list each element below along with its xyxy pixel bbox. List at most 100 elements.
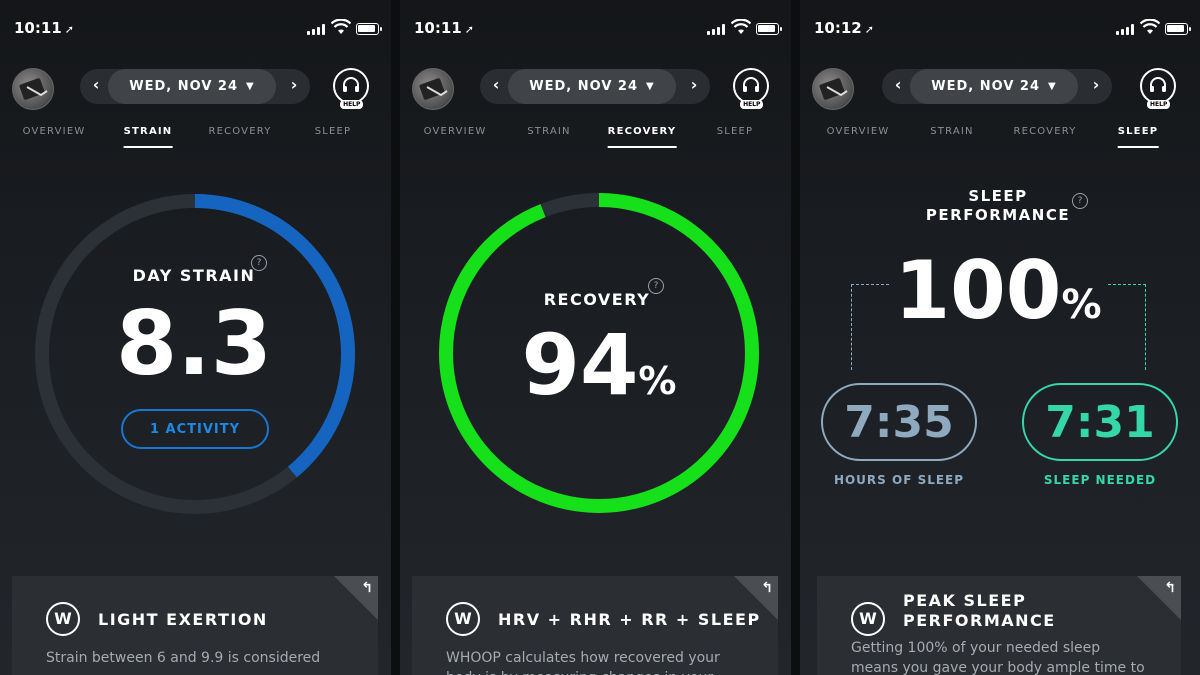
tab-strain[interactable]: STRAIN bbox=[527, 126, 571, 137]
whoop-logo-icon: W bbox=[851, 602, 885, 636]
card-text: WHOOP calculates how recovered your body… bbox=[446, 650, 720, 675]
headset-icon bbox=[343, 77, 360, 92]
tab-sleep[interactable]: SLEEP bbox=[314, 126, 352, 137]
tab-strain[interactable]: STRAIN bbox=[123, 126, 173, 148]
recovery-screen: 10:11 ➚ ‹ WED, NOV 24 ▼ › HELP OVERVIEW ST… bbox=[400, 0, 792, 675]
card-title: LIGHT EXERTION bbox=[98, 610, 268, 629]
expand-arrow-icon[interactable]: ↰ bbox=[1164, 580, 1176, 596]
card-corner bbox=[734, 576, 778, 620]
screen-divider bbox=[791, 0, 800, 675]
chevron-down-icon: ▼ bbox=[246, 81, 255, 92]
cellular-signal-icon bbox=[1116, 24, 1134, 35]
location-arrow-icon: ➚ bbox=[864, 23, 874, 36]
card-corner bbox=[1137, 576, 1181, 620]
title-line-2: PERFORMANCE bbox=[925, 206, 1071, 224]
headset-icon bbox=[743, 77, 760, 92]
next-day-button[interactable]: › bbox=[690, 75, 698, 94]
whoop-logo-icon: W bbox=[446, 602, 480, 636]
gauge-label: RECOVERY bbox=[543, 290, 651, 309]
recovery-value: 94% bbox=[521, 316, 677, 414]
hours-of-sleep-pill[interactable]: 7:35 bbox=[821, 383, 977, 461]
location-arrow-icon: ➚ bbox=[464, 23, 474, 36]
tab-sleep[interactable]: SLEEP bbox=[716, 126, 754, 137]
insight-card[interactable]: ↰ W HRV + RHR + RR + SLEEP WHOOP calcula… bbox=[412, 576, 778, 675]
status-time: 10:11 ➚ bbox=[414, 19, 474, 37]
title-line-1: SLEEP bbox=[968, 187, 1028, 205]
tab-strain[interactable]: STRAIN bbox=[930, 126, 974, 137]
date-picker-button[interactable]: WED, NOV 24 ▼ bbox=[508, 69, 676, 104]
status-time: 10:12 ➚ bbox=[814, 19, 874, 37]
date-picker-button[interactable]: WED, NOV 24 ▼ bbox=[910, 69, 1078, 104]
help-question-icon[interactable]: ? bbox=[648, 278, 664, 294]
connector-right bbox=[1108, 284, 1146, 370]
percent-sign: % bbox=[638, 359, 677, 403]
headset-icon bbox=[1150, 77, 1166, 92]
tab-recovery[interactable]: RECOVERY bbox=[607, 126, 677, 148]
sleep-needed-pill[interactable]: 7:31 bbox=[1022, 383, 1178, 461]
sleep-performance-value: 100% bbox=[894, 244, 1102, 337]
next-day-button[interactable]: › bbox=[1092, 75, 1100, 94]
insight-card[interactable]: ↰ W LIGHT EXERTION Strain between 6 and … bbox=[12, 576, 378, 675]
card-corner bbox=[334, 576, 378, 620]
help-question-icon[interactable]: ? bbox=[1072, 193, 1088, 209]
tab-overview[interactable]: OVERVIEW bbox=[826, 126, 890, 137]
battery-icon bbox=[1165, 23, 1191, 35]
profile-avatar[interactable] bbox=[412, 68, 454, 110]
hours-of-sleep-label: HOURS OF SLEEP bbox=[833, 473, 965, 487]
help-label: HELP bbox=[340, 100, 364, 109]
help-button[interactable]: HELP bbox=[1140, 68, 1176, 109]
help-label: HELP bbox=[1147, 100, 1171, 109]
card-title: HRV + RHR + RR + SLEEP bbox=[498, 610, 761, 629]
expand-arrow-icon[interactable]: ↰ bbox=[361, 580, 373, 596]
help-label: HELP bbox=[740, 100, 764, 109]
tab-sleep[interactable]: SLEEP bbox=[1117, 126, 1159, 148]
activity-button[interactable]: 1 ACTIVITY bbox=[121, 409, 269, 449]
tab-recovery[interactable]: RECOVERY bbox=[208, 126, 272, 137]
whoop-logo-icon: W bbox=[46, 602, 80, 636]
previous-day-button[interactable]: ‹ bbox=[92, 75, 100, 94]
expand-arrow-icon[interactable]: ↰ bbox=[761, 580, 773, 596]
chevron-down-icon: ▼ bbox=[646, 81, 655, 92]
help-button[interactable]: HELP bbox=[733, 68, 770, 109]
date-navigator: ‹ WED, NOV 24 ▼ › bbox=[882, 69, 1112, 104]
date-picker-button[interactable]: WED, NOV 24 ▼ bbox=[108, 69, 276, 104]
status-time: 10:11 ➚ bbox=[14, 19, 74, 37]
cellular-signal-icon bbox=[707, 24, 726, 35]
tab-bar: OVERVIEW STRAIN RECOVERY SLEEP bbox=[400, 126, 791, 152]
battery-icon bbox=[756, 23, 783, 35]
recovery-gauge-arc bbox=[439, 193, 759, 513]
next-day-button[interactable]: › bbox=[290, 75, 298, 94]
connector-left bbox=[851, 284, 889, 370]
card-title: PEAK SLEEP PERFORMANCE bbox=[903, 591, 1056, 631]
previous-day-button[interactable]: ‹ bbox=[492, 75, 500, 94]
profile-avatar[interactable] bbox=[812, 68, 854, 110]
tab-bar: OVERVIEW STRAIN RECOVERY SLEEP bbox=[0, 126, 391, 152]
strain-value: 8.3 bbox=[116, 292, 272, 395]
profile-avatar[interactable] bbox=[12, 68, 54, 110]
gauge-label: DAY STRAIN bbox=[132, 266, 256, 285]
screen-divider bbox=[391, 0, 400, 675]
sleep-screen: 10:12 ➚ ‹ WED, NOV 24 ▼ › HELP OVERVIEW ST… bbox=[800, 0, 1200, 675]
cellular-signal-icon bbox=[307, 24, 326, 35]
battery-icon bbox=[356, 23, 383, 35]
previous-day-button[interactable]: ‹ bbox=[894, 75, 902, 94]
card-text: Getting 100% of your needed sleep means … bbox=[851, 640, 1145, 675]
card-title-line-1: PEAK SLEEP bbox=[903, 591, 1027, 610]
insight-card[interactable]: ↰ W PEAK SLEEP PERFORMANCE Getting 100% … bbox=[817, 576, 1181, 675]
sleep-needed-label: SLEEP NEEDED bbox=[1043, 473, 1157, 487]
sleep-performance-title: SLEEP PERFORMANCE bbox=[800, 187, 1196, 225]
chevron-down-icon: ▼ bbox=[1048, 81, 1057, 92]
help-button[interactable]: HELP bbox=[333, 68, 370, 109]
status-bar: 10:12 ➚ bbox=[800, 0, 1200, 60]
status-bar: 10:11 ➚ bbox=[400, 0, 791, 60]
card-text: Strain between 6 and 9.9 is considered bbox=[46, 650, 321, 666]
status-bar: 10:11 ➚ bbox=[0, 0, 391, 60]
location-arrow-icon: ➚ bbox=[64, 23, 74, 36]
tab-overview[interactable]: OVERVIEW bbox=[22, 126, 86, 137]
strain-gauge bbox=[33, 192, 357, 516]
tab-recovery[interactable]: RECOVERY bbox=[1013, 126, 1077, 137]
tab-overview[interactable]: OVERVIEW bbox=[423, 126, 487, 137]
help-question-icon[interactable]: ? bbox=[251, 255, 267, 271]
recovery-gauge bbox=[437, 191, 761, 515]
